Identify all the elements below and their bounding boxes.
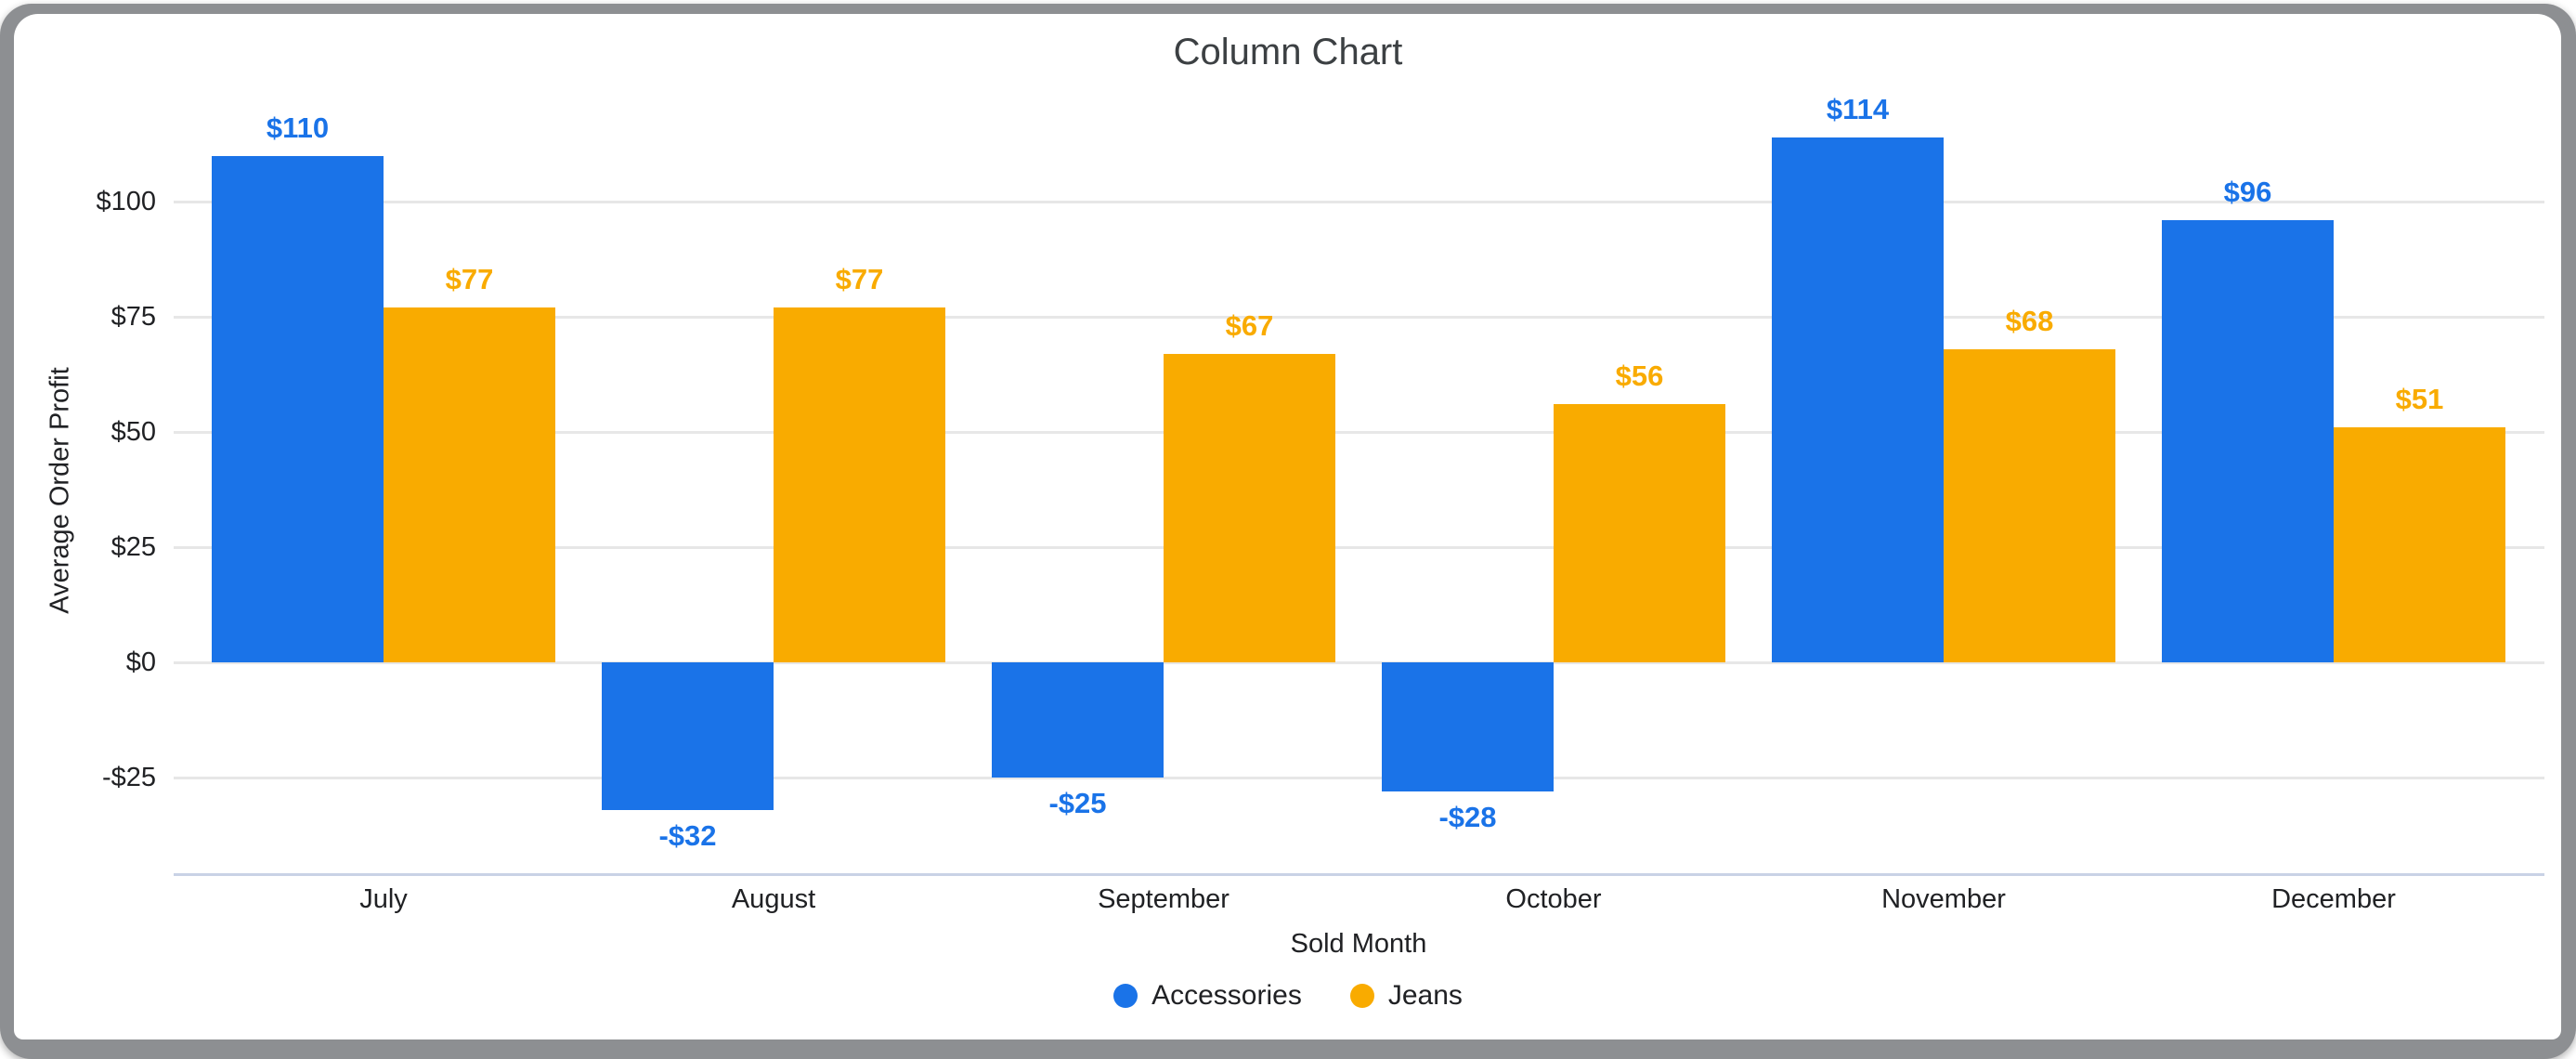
bar-value-label-jeans-november: $68 bbox=[2005, 305, 2054, 337]
y-tick-label: $75 bbox=[111, 302, 156, 332]
bar-jeans-december[interactable] bbox=[2334, 427, 2505, 662]
y-tick-label: $100 bbox=[96, 187, 156, 216]
bar-jeans-july[interactable] bbox=[384, 307, 555, 662]
x-axis-line bbox=[174, 873, 2544, 876]
bar-jeans-august[interactable] bbox=[774, 307, 945, 662]
bar-jeans-november[interactable] bbox=[1944, 349, 2115, 662]
x-tick-label-december: December bbox=[2271, 884, 2396, 914]
x-tick-label-october: October bbox=[1505, 884, 1602, 914]
x-tick-label-september: September bbox=[1098, 884, 1229, 914]
gridline--25 bbox=[174, 777, 2544, 779]
legend-swatch-accessories bbox=[1113, 984, 1138, 1008]
gridline-25 bbox=[174, 546, 2544, 549]
y-tick-label: $25 bbox=[111, 532, 156, 562]
legend-item-jeans[interactable]: Jeans bbox=[1349, 980, 1463, 1012]
bar-jeans-september[interactable] bbox=[1164, 354, 1335, 662]
bar-accessories-november[interactable] bbox=[1772, 137, 1944, 662]
x-tick-label-november: November bbox=[1881, 884, 2006, 914]
gridline-50 bbox=[174, 431, 2544, 434]
bar-accessories-december[interactable] bbox=[2162, 220, 2334, 662]
bar-value-label-jeans-december: $51 bbox=[2395, 383, 2444, 415]
bar-value-label-jeans-september: $67 bbox=[1225, 309, 1274, 342]
bar-accessories-october[interactable] bbox=[1382, 662, 1554, 791]
x-tick-label-august: August bbox=[731, 884, 816, 914]
bar-value-label-jeans-october: $56 bbox=[1615, 360, 1664, 392]
bar-accessories-july[interactable] bbox=[212, 156, 384, 662]
y-axis-title: Average Order Profit bbox=[45, 367, 75, 614]
bar-value-label-accessories-september: -$25 bbox=[1048, 787, 1107, 819]
chart-title: Column Chart bbox=[1173, 32, 1403, 72]
gridline-0 bbox=[174, 661, 2544, 664]
bar-value-label-jeans-august: $77 bbox=[835, 263, 884, 295]
bar-accessories-september[interactable] bbox=[992, 662, 1164, 778]
bar-value-label-accessories-august: -$32 bbox=[658, 819, 717, 852]
gridline-100 bbox=[174, 201, 2544, 203]
legend-label-accessories: Accessories bbox=[1151, 980, 1302, 1011]
bar-jeans-october[interactable] bbox=[1554, 404, 1725, 662]
bar-accessories-august[interactable] bbox=[602, 662, 774, 810]
x-tick-label-july: July bbox=[359, 884, 408, 914]
legend-item-accessories[interactable]: Accessories bbox=[1113, 980, 1302, 1012]
y-tick-label: -$25 bbox=[101, 763, 156, 792]
gridline-75 bbox=[174, 316, 2544, 319]
bar-value-label-accessories-december: $96 bbox=[2223, 176, 2272, 208]
legend-label-jeans: Jeans bbox=[1387, 980, 1463, 1011]
bar-value-label-accessories-july: $110 bbox=[266, 111, 330, 144]
bar-value-label-jeans-july: $77 bbox=[445, 263, 494, 295]
legend-swatch-jeans bbox=[1349, 984, 1374, 1008]
y-tick-label: $0 bbox=[125, 647, 156, 677]
x-axis-title: Sold Month bbox=[1290, 929, 1427, 959]
y-tick-label: $50 bbox=[111, 417, 156, 447]
bar-value-label-accessories-november: $114 bbox=[1826, 93, 1890, 125]
legend: Accessories Jeans bbox=[0, 980, 2576, 1012]
bar-value-label-accessories-october: -$28 bbox=[1438, 801, 1497, 833]
